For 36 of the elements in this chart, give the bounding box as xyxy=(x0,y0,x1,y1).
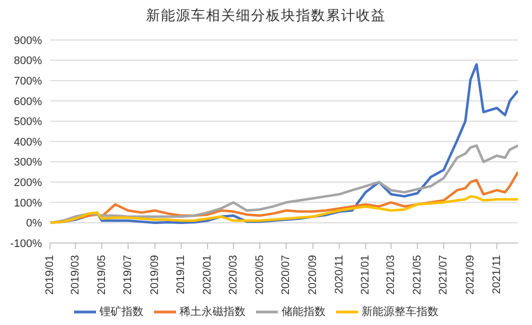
x-tick-label: 2019/05 xyxy=(96,255,108,295)
y-tick-label: 700% xyxy=(14,76,42,88)
y-tick-label: -100% xyxy=(10,238,42,250)
legend-label: 新能源整车指数 xyxy=(362,304,438,318)
y-tick-label: 500% xyxy=(14,116,42,128)
y-tick-label: 0% xyxy=(26,218,42,230)
x-tick-label: 2021/03 xyxy=(385,255,398,295)
x-tick-label: 2021/07 xyxy=(438,255,450,295)
x-tick-label: 2019/01 xyxy=(44,255,56,295)
x-tick-label: 2021/01 xyxy=(360,255,372,295)
x-tick-label: 2020/09 xyxy=(306,255,319,295)
legend-label: 锂矿指数 xyxy=(100,304,144,318)
x-tick-label: 2019/03 xyxy=(69,255,82,295)
x-tick-label: 2021/09 xyxy=(464,255,477,295)
line-series xyxy=(50,144,518,224)
legend-label: 储能指数 xyxy=(282,304,326,318)
x-tick-label: 2019/09 xyxy=(148,255,161,295)
y-tick-label: 200% xyxy=(14,177,42,190)
x-tick-label: 2020/05 xyxy=(254,255,266,295)
x-tick-label: 2020/07 xyxy=(280,255,292,295)
chart-title: 新能源车相关细分板块指数累计收益 xyxy=(145,7,387,26)
x-tick-label: 2020/03 xyxy=(227,255,240,295)
x-tick-label: 2020/11 xyxy=(333,255,346,294)
legend-label: 稀土永磁指数 xyxy=(180,304,246,318)
y-tick-label: 300% xyxy=(14,156,42,169)
y-tick-label: 600% xyxy=(14,96,42,108)
line-series xyxy=(50,195,518,224)
y-tick-label: 900% xyxy=(14,34,42,47)
y-tick-label: 400% xyxy=(14,136,42,148)
y-tick-label: 100% xyxy=(14,197,42,210)
x-tick-label: 2019/07 xyxy=(122,255,134,295)
x-tick-label: 2020/01 xyxy=(202,255,214,295)
x-tick-label: 2019/11 xyxy=(175,255,188,294)
x-tick-label: 2021/05 xyxy=(411,255,424,295)
y-tick-label: 800% xyxy=(14,55,42,68)
x-tick-label: 2021/11 xyxy=(490,255,503,294)
